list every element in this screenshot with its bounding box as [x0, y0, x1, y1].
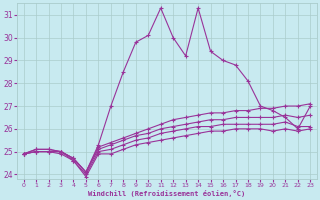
X-axis label: Windchill (Refroidissement éolien,°C): Windchill (Refroidissement éolien,°C) [88, 190, 245, 197]
